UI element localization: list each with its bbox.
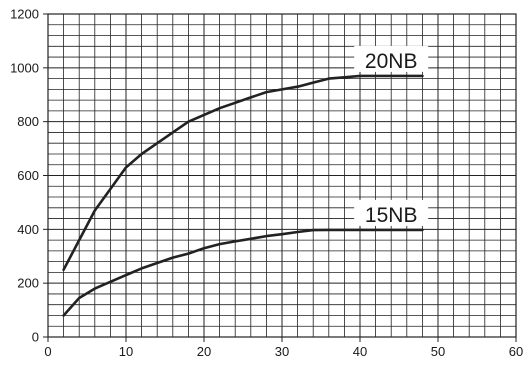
- x-tick-label: 40: [353, 344, 367, 359]
- y-tick-label: 400: [17, 222, 39, 237]
- y-tick-label: 600: [17, 168, 39, 183]
- x-tick-label: 10: [119, 344, 133, 359]
- x-tick-label: 60: [509, 344, 523, 359]
- y-tick-label: 200: [17, 276, 39, 291]
- series-label-bg: [354, 45, 429, 72]
- series-line-20nb: [62, 74, 424, 272]
- x-tick-label: 20: [197, 344, 211, 359]
- grid: [48, 14, 516, 337]
- x-tick-label: 50: [431, 344, 445, 359]
- series-label-15nb: 15NB: [365, 204, 418, 227]
- series-labels: 20NB 15NB: [354, 45, 429, 227]
- y-tick-label: 800: [17, 114, 39, 129]
- x-tick-label: 0: [44, 344, 51, 359]
- y-tick-label: 0: [32, 330, 39, 345]
- series-line-15nb: [62, 228, 424, 317]
- series-label-20nb: 20NB: [365, 50, 418, 73]
- series-label-bg: [354, 199, 429, 226]
- x-tick-label: 30: [275, 344, 289, 359]
- axes: [43, 13, 517, 342]
- y-tick-label: 1000: [10, 60, 39, 75]
- series-lines: [62, 74, 424, 317]
- y-tick-label: 1200: [10, 7, 39, 22]
